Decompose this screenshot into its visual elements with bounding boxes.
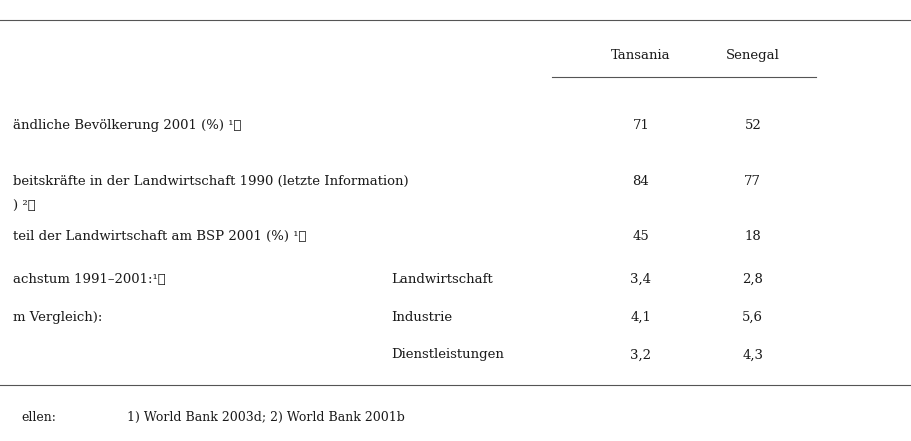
Text: Dienstleistungen: Dienstleistungen [391, 348, 504, 362]
Text: teil der Landwirtschaft am BSP 2001 (%) ¹⧸: teil der Landwirtschaft am BSP 2001 (%) … [13, 230, 306, 243]
Text: 3,2: 3,2 [630, 348, 650, 362]
Text: ) ²⧸: ) ²⧸ [13, 200, 36, 213]
Text: beitskräfte in der Landwirtschaft 1990 (letzte Information): beitskräfte in der Landwirtschaft 1990 (… [13, 175, 408, 187]
Text: Tansania: Tansania [610, 49, 670, 62]
Text: Senegal: Senegal [725, 49, 779, 62]
Text: 71: 71 [632, 119, 649, 132]
Text: 4,3: 4,3 [742, 348, 763, 362]
Text: 77: 77 [743, 175, 761, 187]
Text: Landwirtschaft: Landwirtschaft [391, 273, 493, 286]
Text: m Vergleich):: m Vergleich): [13, 311, 102, 324]
Text: 4,1: 4,1 [630, 311, 650, 324]
Text: achstum 1991–2001:¹⧸: achstum 1991–2001:¹⧸ [13, 273, 166, 286]
Text: 5,6: 5,6 [742, 311, 763, 324]
Text: 18: 18 [743, 230, 761, 243]
Text: Industrie: Industrie [391, 311, 452, 324]
Text: ändliche Bevölkerung 2001 (%) ¹⧸: ändliche Bevölkerung 2001 (%) ¹⧸ [13, 119, 241, 132]
Text: 84: 84 [632, 175, 649, 187]
Text: 45: 45 [632, 230, 649, 243]
Text: 2,8: 2,8 [742, 273, 763, 286]
Text: 3,4: 3,4 [630, 273, 650, 286]
Text: ellen:: ellen: [22, 411, 56, 424]
Text: 1) World Bank 2003d; 2) World Bank 2001b: 1) World Bank 2003d; 2) World Bank 2001b [95, 411, 404, 424]
Text: 52: 52 [743, 119, 761, 132]
